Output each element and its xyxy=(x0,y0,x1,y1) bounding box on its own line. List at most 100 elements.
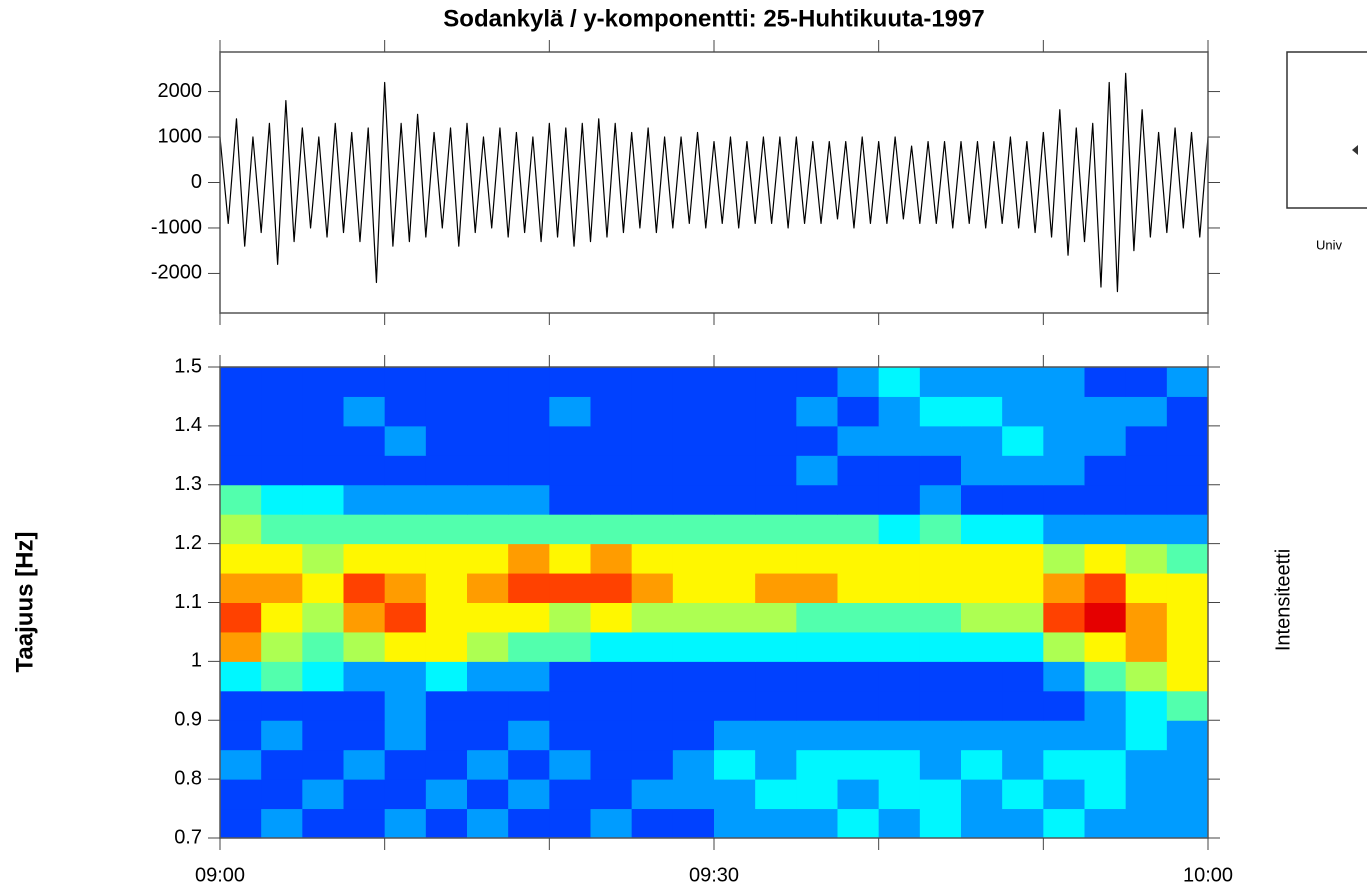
heatmap-cell xyxy=(755,367,797,397)
heatmap-cell xyxy=(384,367,427,397)
heatmap-cell xyxy=(796,573,838,603)
heatmap-cell xyxy=(1125,749,1168,780)
credit-text: Univ xyxy=(1316,237,1343,252)
heatmap-cell xyxy=(508,690,550,721)
heatmap-cell xyxy=(384,396,427,427)
heatmap-cell xyxy=(919,808,962,839)
heatmap-cell xyxy=(549,573,591,603)
heatmap-cell xyxy=(1043,749,1085,780)
heatmap-cell xyxy=(1125,425,1168,456)
heatmap-cell xyxy=(878,631,921,662)
heatmap-cell xyxy=(549,690,591,721)
heatmap-cell xyxy=(672,808,715,839)
heatmap-cell xyxy=(590,455,633,486)
heatmap-cell xyxy=(467,514,509,545)
heatmap-cell xyxy=(220,602,262,633)
heatmap-cell xyxy=(384,631,427,662)
heatmap-cell xyxy=(1084,514,1127,545)
heatmap-cell xyxy=(1125,455,1168,486)
heatmap-cell xyxy=(837,779,880,810)
heatmap-cell xyxy=(796,484,838,515)
heatmap-cell xyxy=(1084,602,1127,633)
heatmap-cell xyxy=(796,602,838,633)
heatmap-cell xyxy=(1166,367,1209,397)
heatmap-cell xyxy=(508,779,550,810)
heatmap-cell xyxy=(343,367,386,397)
heatmap-cell xyxy=(961,661,1003,692)
heatmap-cell xyxy=(919,514,962,545)
heatmap-cell xyxy=(1002,749,1044,780)
heatmap-cell xyxy=(384,484,427,515)
heatmap-cell xyxy=(755,690,797,721)
chart-title: Sodankylä / y-komponentti: 25-Huhtikuuta… xyxy=(443,5,984,32)
heatmap-cell xyxy=(467,573,509,603)
heatmap-cell xyxy=(796,661,838,692)
heatmap-cell xyxy=(1043,396,1085,427)
heatmap-cell xyxy=(425,396,468,427)
heatmap-cell xyxy=(1002,661,1044,692)
heatmap-cell xyxy=(1002,779,1044,810)
heatmap-cell xyxy=(672,690,715,721)
heatmap-cell xyxy=(467,779,509,810)
heatmap-cell xyxy=(508,396,550,427)
heatmap-cell xyxy=(302,425,344,456)
heatmap-cell xyxy=(425,749,468,780)
heatmap-cell xyxy=(343,690,386,721)
heatmap-cell xyxy=(1084,631,1127,662)
x-tick-label: 10:00 xyxy=(1183,864,1233,886)
heatmap-cell xyxy=(837,661,880,692)
heatmap-cell xyxy=(261,808,303,839)
heatmap-cell xyxy=(261,720,303,751)
heatmap-cell xyxy=(1166,779,1209,810)
heatmap-cell xyxy=(1125,484,1168,515)
heatmap-cell xyxy=(508,749,550,780)
y-tick-label: 1 xyxy=(191,650,202,672)
heatmap-cell xyxy=(672,484,715,515)
heatmap-cell xyxy=(672,602,715,633)
heatmap-cell xyxy=(261,631,303,662)
heatmap-cell xyxy=(343,396,386,427)
heatmap-cell xyxy=(919,396,962,427)
heatmap-cell xyxy=(1043,602,1085,633)
heatmap-cell xyxy=(1166,720,1209,751)
heatmap-cell xyxy=(508,602,550,633)
heatmap-cell xyxy=(467,808,509,839)
heatmap-cell xyxy=(837,808,880,839)
heatmap-cell xyxy=(549,455,591,486)
heatmap-cell xyxy=(425,720,468,751)
heatmap-cell xyxy=(1166,808,1209,839)
heatmap-cell xyxy=(755,543,797,574)
heatmap-cell xyxy=(961,514,1003,545)
heatmap-cell xyxy=(1084,808,1127,839)
heatmap-cell xyxy=(755,749,797,780)
heatmap-cell xyxy=(261,396,303,427)
heatmap-cell xyxy=(714,808,756,839)
heatmap-cell xyxy=(878,455,921,486)
heatmap-cell xyxy=(1002,602,1044,633)
heatmap-cell xyxy=(878,573,921,603)
colorbar-marker xyxy=(1352,145,1358,155)
heatmap-cell xyxy=(508,425,550,456)
heatmap-cell xyxy=(1043,808,1085,839)
heatmap-cell xyxy=(590,690,633,721)
heatmap-cell xyxy=(1166,749,1209,780)
heatmap-cell xyxy=(261,690,303,721)
heatmap-cell xyxy=(590,484,633,515)
heatmap-cell xyxy=(1166,484,1209,515)
heatmap-cell xyxy=(467,425,509,456)
heatmap-cell xyxy=(467,484,509,515)
x-tick-label: 09:00 xyxy=(195,864,245,886)
heatmap-cell xyxy=(837,720,880,751)
heatmap-cell xyxy=(1002,514,1044,545)
heatmap-cell xyxy=(1084,690,1127,721)
heatmap-cell xyxy=(590,543,633,574)
heatmap-cell xyxy=(425,779,468,810)
heatmap-cell xyxy=(796,720,838,751)
y-tick-label: 0.9 xyxy=(174,709,202,731)
heatmap-cell xyxy=(549,396,591,427)
heatmap-cell xyxy=(1043,484,1085,515)
heatmap-cell xyxy=(220,455,262,486)
heatmap-cell xyxy=(755,631,797,662)
heatmap-cell xyxy=(425,808,468,839)
heatmap-cell xyxy=(220,543,262,574)
